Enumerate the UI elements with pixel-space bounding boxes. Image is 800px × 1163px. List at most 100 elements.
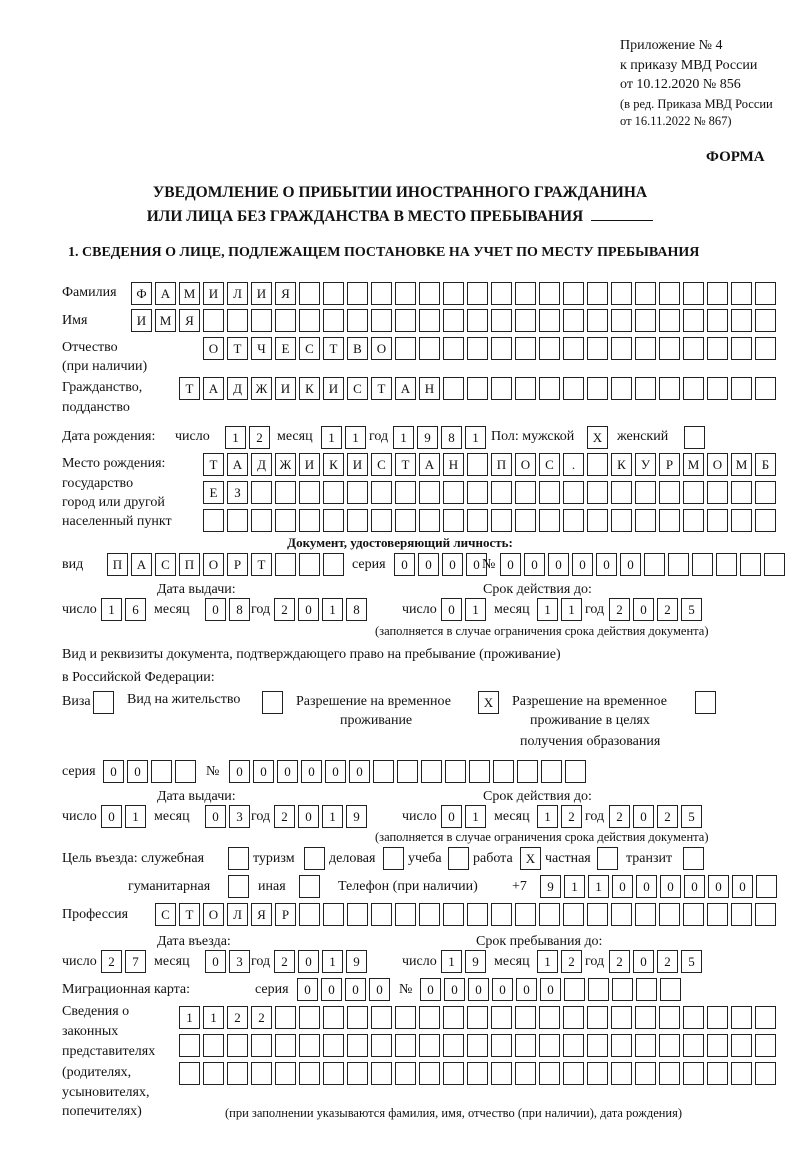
- char-box[interactable]: [371, 481, 392, 504]
- char-box[interactable]: [275, 1006, 296, 1029]
- char-box[interactable]: [563, 509, 584, 532]
- char-box[interactable]: [299, 282, 320, 305]
- char-box[interactable]: 8: [346, 598, 367, 621]
- checkbox-mark[interactable]: [684, 426, 705, 449]
- char-box[interactable]: 8: [229, 598, 250, 621]
- char-box[interactable]: [707, 481, 728, 504]
- char-box[interactable]: Ж: [251, 377, 272, 400]
- char-box[interactable]: 0: [349, 760, 370, 783]
- char-box[interactable]: [491, 309, 512, 332]
- char-box[interactable]: Б: [755, 453, 776, 476]
- char-box[interactable]: [611, 481, 632, 504]
- char-box[interactable]: [299, 553, 320, 576]
- char-box[interactable]: [539, 1062, 560, 1085]
- char-box[interactable]: [635, 1034, 656, 1057]
- checkbox-mark[interactable]: [448, 847, 469, 870]
- char-box[interactable]: 0: [205, 805, 226, 828]
- char-box[interactable]: [707, 282, 728, 305]
- char-box[interactable]: [443, 309, 464, 332]
- char-box[interactable]: [299, 1006, 320, 1029]
- char-box[interactable]: И: [275, 377, 296, 400]
- char-box[interactable]: Л: [227, 903, 248, 926]
- char-box[interactable]: [659, 1034, 680, 1057]
- char-box[interactable]: [419, 337, 440, 360]
- char-box[interactable]: 0: [492, 978, 513, 1001]
- char-box[interactable]: [347, 481, 368, 504]
- char-box[interactable]: Ж: [275, 453, 296, 476]
- char-box[interactable]: [443, 337, 464, 360]
- char-box[interactable]: [467, 309, 488, 332]
- char-box[interactable]: Т: [179, 903, 200, 926]
- char-box[interactable]: А: [203, 377, 224, 400]
- char-box[interactable]: [756, 875, 777, 898]
- char-box[interactable]: 1: [322, 950, 343, 973]
- char-box[interactable]: [347, 1034, 368, 1057]
- char-box[interactable]: [563, 1062, 584, 1085]
- char-box[interactable]: [467, 337, 488, 360]
- char-box[interactable]: [395, 309, 416, 332]
- char-box[interactable]: [635, 377, 656, 400]
- char-box[interactable]: 2: [227, 1006, 248, 1029]
- char-box[interactable]: 1: [225, 426, 246, 449]
- char-box[interactable]: А: [395, 377, 416, 400]
- char-box[interactable]: [179, 1034, 200, 1057]
- char-box[interactable]: Ф: [131, 282, 152, 305]
- char-box[interactable]: [443, 1006, 464, 1029]
- char-box[interactable]: 0: [636, 875, 657, 898]
- char-box[interactable]: З: [227, 481, 248, 504]
- char-box[interactable]: О: [515, 453, 536, 476]
- char-box[interactable]: [419, 509, 440, 532]
- char-box[interactable]: 2: [251, 1006, 272, 1029]
- char-box[interactable]: [659, 377, 680, 400]
- char-box[interactable]: 5: [681, 805, 702, 828]
- char-box[interactable]: [347, 309, 368, 332]
- char-box[interactable]: 0: [732, 875, 753, 898]
- char-box[interactable]: 2: [274, 950, 295, 973]
- char-box[interactable]: [659, 481, 680, 504]
- char-box[interactable]: Л: [227, 282, 248, 305]
- char-box[interactable]: 0: [500, 553, 521, 576]
- char-box[interactable]: [539, 337, 560, 360]
- char-box[interactable]: [323, 1034, 344, 1057]
- char-box[interactable]: 9: [465, 950, 486, 973]
- char-box[interactable]: С: [347, 377, 368, 400]
- char-box[interactable]: 1: [588, 875, 609, 898]
- char-box[interactable]: [299, 309, 320, 332]
- char-box[interactable]: 0: [298, 805, 319, 828]
- char-box[interactable]: [683, 282, 704, 305]
- char-box[interactable]: [587, 903, 608, 926]
- char-box[interactable]: Т: [323, 337, 344, 360]
- char-box[interactable]: С: [155, 553, 176, 576]
- char-box[interactable]: [467, 481, 488, 504]
- char-box[interactable]: 0: [103, 760, 124, 783]
- char-box[interactable]: Е: [203, 481, 224, 504]
- char-box[interactable]: М: [179, 282, 200, 305]
- char-box[interactable]: [563, 337, 584, 360]
- char-box[interactable]: 0: [620, 553, 641, 576]
- char-box[interactable]: [491, 377, 512, 400]
- char-box[interactable]: [347, 509, 368, 532]
- char-box[interactable]: [683, 1006, 704, 1029]
- char-box[interactable]: 2: [101, 950, 122, 973]
- char-box[interactable]: [668, 553, 689, 576]
- char-box[interactable]: О: [371, 337, 392, 360]
- char-box[interactable]: [635, 309, 656, 332]
- char-box[interactable]: И: [131, 309, 152, 332]
- char-box[interactable]: [227, 1034, 248, 1057]
- char-box[interactable]: А: [227, 453, 248, 476]
- char-box[interactable]: Н: [419, 377, 440, 400]
- char-box[interactable]: [419, 481, 440, 504]
- char-box[interactable]: [203, 1034, 224, 1057]
- char-box[interactable]: 0: [253, 760, 274, 783]
- char-box[interactable]: 0: [442, 553, 463, 576]
- char-box[interactable]: [611, 509, 632, 532]
- char-box[interactable]: [539, 377, 560, 400]
- char-box[interactable]: [251, 481, 272, 504]
- char-box[interactable]: [347, 1062, 368, 1085]
- char-box[interactable]: [755, 1006, 776, 1029]
- char-box[interactable]: [635, 1062, 656, 1085]
- char-box[interactable]: [467, 282, 488, 305]
- checkbox-mark[interactable]: [683, 847, 704, 870]
- char-box[interactable]: [707, 1006, 728, 1029]
- char-box[interactable]: [611, 1006, 632, 1029]
